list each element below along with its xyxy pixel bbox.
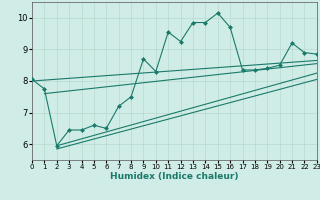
X-axis label: Humidex (Indice chaleur): Humidex (Indice chaleur) <box>110 172 239 181</box>
